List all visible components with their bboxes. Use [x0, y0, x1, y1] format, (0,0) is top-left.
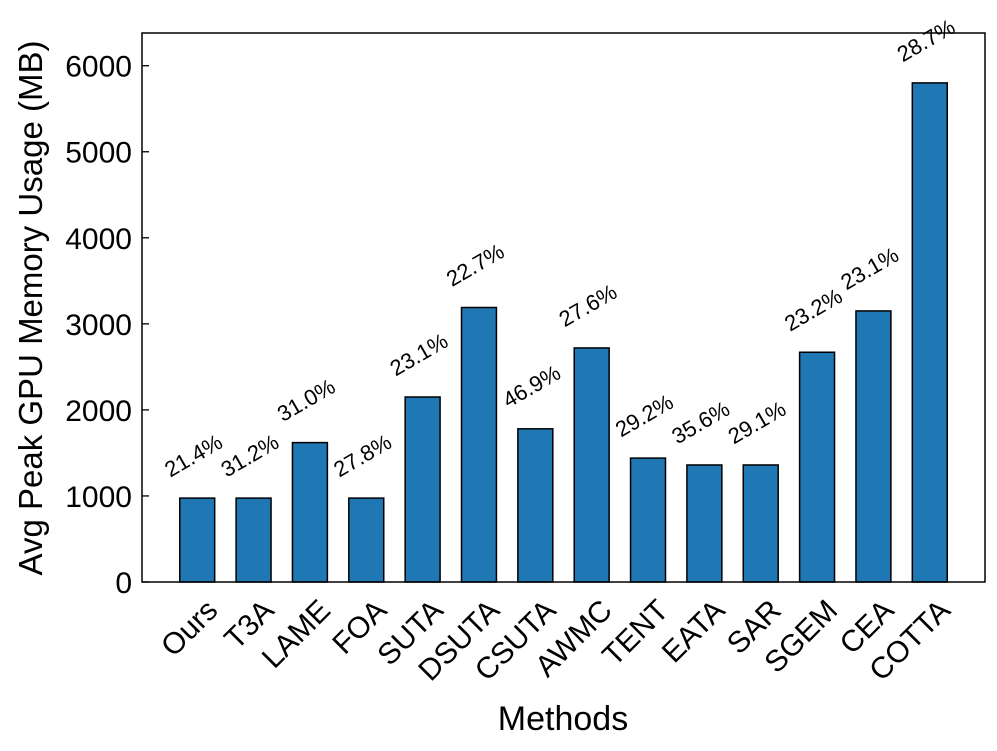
y-tick-label: 4000	[65, 223, 132, 256]
y-tick-label: 1000	[65, 481, 132, 514]
bar-annotation: 35.6%	[667, 396, 734, 449]
y-tick-label: 6000	[65, 51, 132, 84]
bar	[573, 347, 610, 583]
y-tick-label: 0	[115, 567, 132, 600]
bar-annotation: 31.2%	[217, 429, 284, 482]
bar-annotation: 46.9%	[498, 360, 565, 413]
bar	[404, 396, 441, 583]
bar-annotation: 23.2%	[780, 283, 847, 336]
bar	[629, 457, 667, 583]
bar	[460, 306, 498, 583]
x-tick-label: Ours	[155, 594, 224, 663]
bar-annotation: 23.1%	[386, 328, 453, 381]
bar-annotation: 31.0%	[273, 374, 340, 427]
bar-annotation: 29.2%	[611, 389, 678, 442]
x-axis-label: Methods	[498, 700, 628, 738]
bar	[235, 497, 272, 583]
bar-annotation: 23.1%	[836, 242, 903, 295]
bar	[855, 310, 892, 583]
y-tick-label: 5000	[65, 137, 132, 170]
bar-annotation: 27.8%	[329, 429, 396, 482]
bar	[742, 464, 779, 583]
x-tick-label: TENT	[596, 594, 675, 673]
y-axis-label: Avg Peak GPU Memory Usage (MB)	[12, 41, 49, 576]
y-tick-label: 3000	[65, 309, 132, 342]
x-tick-label: EATA	[656, 594, 732, 670]
bar-annotation: 22.7%	[442, 239, 509, 292]
bar	[798, 351, 836, 583]
bar-annotation: 21.4%	[160, 429, 227, 482]
plot-frame	[141, 32, 986, 583]
bar	[291, 441, 329, 583]
y-tick-label: 2000	[65, 395, 132, 428]
bar	[911, 82, 948, 583]
bar-annotation: 28.7%	[893, 14, 960, 67]
bar	[179, 497, 216, 583]
bar	[517, 428, 554, 583]
bar-annotation: 27.6%	[555, 279, 622, 332]
bar	[348, 497, 385, 583]
bar-annotation: 29.1%	[724, 396, 791, 449]
bar	[686, 464, 723, 583]
